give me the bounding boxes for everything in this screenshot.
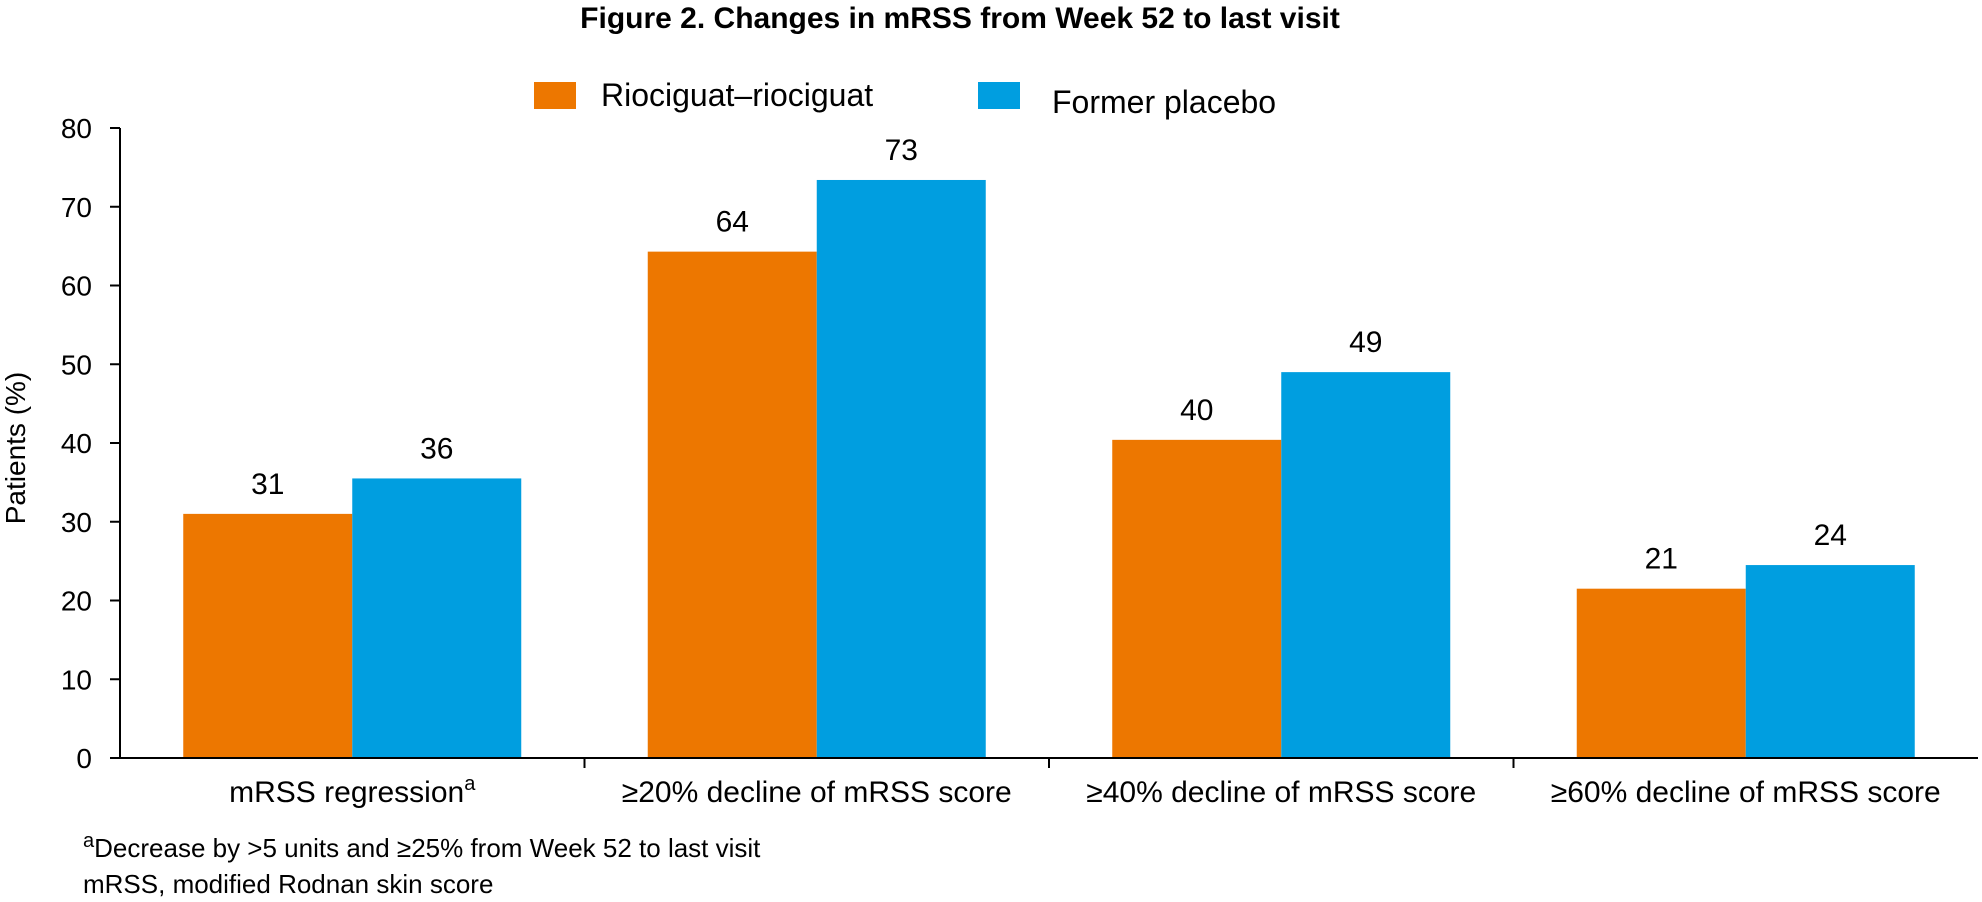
data-label: 21	[1645, 543, 1678, 576]
y-tick-label: 80	[61, 113, 92, 144]
data-label: 36	[420, 432, 453, 465]
y-axis: 0 10 20 30 40 50 60 70 80	[61, 113, 121, 774]
bar-former-placebo	[1281, 372, 1451, 758]
bars: 31 36 64 73 40 49 21 24	[183, 134, 1915, 759]
y-tick-label: 0	[76, 743, 92, 774]
bar-former-placebo	[352, 478, 522, 758]
x-axis: mRSS regressiona ≥20% decline of mRSS sco…	[120, 757, 1978, 809]
x-category-label: ≥40% decline of mRSS score	[1086, 776, 1476, 809]
x-category-label: ≥20% decline of mRSS score	[622, 776, 1012, 809]
y-tick-label: 30	[61, 507, 92, 538]
bar-riociguat	[183, 513, 353, 758]
data-label: 64	[716, 206, 749, 239]
bar-riociguat	[1576, 588, 1746, 758]
y-axis-label: Patients (%)	[0, 372, 31, 525]
footnotes: aDecrease by >5 units and ≥25% from Week…	[83, 830, 761, 899]
y-tick-label: 70	[61, 192, 92, 223]
data-label: 49	[1349, 326, 1382, 359]
chart-title: Figure 2. Changes in mRSS from Week 52 t…	[580, 2, 1340, 35]
legend-label-former-placebo: Former placebo	[1052, 84, 1276, 120]
y-tick-label: 40	[61, 428, 92, 459]
footnote-1-text: Decrease by >5 units and ≥25% from Week …	[94, 833, 761, 863]
legend: Riociguat–riociguat Former placebo	[534, 77, 1276, 120]
legend-swatch-former-placebo	[978, 82, 1020, 109]
footnote-1: aDecrease by >5 units and ≥25% from Week…	[83, 830, 761, 863]
data-label: 31	[251, 468, 284, 501]
bar-former-placebo	[816, 179, 986, 759]
bar-riociguat	[647, 251, 817, 758]
bar-riociguat	[1112, 439, 1282, 758]
x-category-label: ≥60% decline of mRSS score	[1551, 776, 1941, 809]
data-label: 24	[1814, 519, 1847, 552]
x-category-label: mRSS regressiona	[229, 773, 476, 809]
data-label: 40	[1180, 394, 1213, 427]
y-tick-label: 60	[61, 271, 92, 302]
y-tick-label: 50	[61, 349, 92, 380]
footnote-1-superscript: a	[83, 830, 95, 852]
legend-label-riociguat: Riociguat–riociguat	[601, 77, 873, 113]
bar-former-placebo	[1745, 565, 1915, 758]
y-tick-label: 10	[61, 664, 92, 695]
footnote-2: mRSS, modified Rodnan skin score	[83, 869, 493, 899]
data-label: 73	[885, 134, 918, 167]
legend-swatch-riociguat	[534, 82, 576, 109]
y-tick-label: 20	[61, 586, 92, 617]
